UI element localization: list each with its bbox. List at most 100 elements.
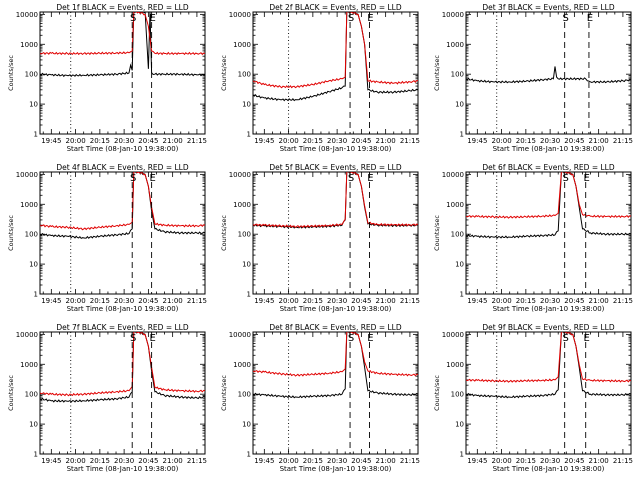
panel-det-2: Det 2f BLACK = Events, RED = LLD 1 10 100 10… [220,3,420,153]
x-tick-label: 20:30 [114,297,134,305]
y-tick-label: 1 [247,131,251,139]
panel-det-6: Det 6f BLACK = Events, RED = LLD 1 10 100 10… [433,163,633,313]
y-tick-label: 10000 [442,11,464,19]
x-tick-label: 20:15 [90,137,110,145]
panel-title: Det 2f BLACK = Events, RED = LLD [269,3,402,12]
panel-title: Det 1f BLACK = Events, RED = LLD [56,3,189,12]
x-axis-label: Start Time (08-Jan-10 19:38:00) [280,465,392,473]
x-tick-label: 20:00 [65,457,85,465]
x-tick-label: 20:45 [564,297,584,305]
x-tick-label: 21:15 [400,297,420,305]
x-tick-label: 20:00 [491,457,511,465]
marker-label: E [587,13,593,24]
y-tick-label: 10 [29,101,38,109]
marker-label: E [584,333,590,344]
lld-series-line [253,332,418,377]
x-tick-label: 21:00 [163,137,183,145]
x-tick-label: 20:15 [303,297,323,305]
x-tick-label: 20:15 [516,457,536,465]
x-tick-label: 21:00 [163,457,183,465]
x-tick-label: 21:00 [589,297,609,305]
x-tick-label: 20:15 [516,297,536,305]
panel-det-1: Det 1f BLACK = Events, RED = LLD 1 10 100 10… [7,3,207,153]
marker-label: S [562,13,568,24]
x-tick-label: 20:00 [491,297,511,305]
x-tick-label: 20:00 [278,137,298,145]
y-tick-label: 1 [460,291,464,299]
y-tick-label: 10 [29,261,38,269]
plot-frame [252,11,419,135]
panel-title: Det 9f BLACK = Events, RED = LLD [482,323,615,332]
x-tick-label: 20:30 [327,297,347,305]
x-tick-label: 21:15 [400,457,420,465]
y-tick-label: 1000 [20,361,38,369]
y-tick-label: 10 [455,101,464,109]
y-axis-label: Counts/sec [433,215,441,251]
marker-label: S [130,173,136,184]
y-axis-label: Counts/sec [220,375,228,411]
x-tick-label: 20:00 [278,297,298,305]
lld-series-line [466,332,631,383]
plot-frame [39,331,206,455]
panel-title: Det 7f BLACK = Events, RED = LLD [56,323,189,332]
y-tick-label: 100 [451,71,464,79]
marker-label: E [149,333,155,344]
events-series-line [466,332,631,399]
x-axis-label: Start Time (08-Jan-10 19:38:00) [493,465,605,473]
plot-frame [465,331,632,455]
plot-frame [465,11,632,135]
x-tick-label: 21:15 [613,137,633,145]
marker-label: E [149,13,155,24]
x-tick-label: 20:30 [327,137,347,145]
y-tick-label: 10000 [442,331,464,339]
x-tick-label: 21:15 [187,457,207,465]
events-series-line [40,12,205,78]
panel-title: Det 4f BLACK = Events, RED = LLD [56,163,189,172]
y-tick-label: 10 [29,421,38,429]
marker-label: E [367,333,373,344]
x-tick-label: 20:30 [540,297,560,305]
y-tick-label: 10000 [229,171,251,179]
x-tick-label: 21:15 [613,297,633,305]
plot-frame [39,171,206,295]
y-tick-label: 100 [451,391,464,399]
x-tick-label: 20:00 [491,137,511,145]
plot-frame [39,11,206,135]
x-axis-label: Start Time (08-Jan-10 19:38:00) [280,145,392,153]
y-tick-label: 10 [242,421,251,429]
y-tick-label: 1 [247,451,251,459]
marker-label: S [348,13,354,24]
y-tick-label: 10000 [16,11,38,19]
x-axis-label: Start Time (08-Jan-10 19:38:00) [280,305,392,313]
x-tick-label: 20:45 [564,137,584,145]
marker-label: S [130,13,136,24]
y-tick-label: 1 [460,131,464,139]
marker-label: E [149,173,155,184]
y-tick-label: 100 [238,391,251,399]
x-tick-label: 20:30 [540,457,560,465]
x-tick-label: 20:30 [540,137,560,145]
plot-frame [252,331,419,455]
x-tick-label: 20:30 [114,457,134,465]
lld-series-line [466,172,631,219]
panel-title: Det 5f BLACK = Events, RED = LLD [269,163,402,172]
y-tick-label: 100 [25,391,38,399]
lld-series-line [40,172,205,231]
panel-det-8: Det 8f BLACK = Events, RED = LLD 1 10 100 10… [220,323,420,473]
y-tick-label: 1 [34,131,38,139]
y-tick-label: 10000 [16,171,38,179]
x-tick-label: 20:45 [351,137,371,145]
x-tick-label: 20:15 [90,457,110,465]
x-tick-label: 19:45 [467,297,487,305]
x-tick-label: 20:45 [351,457,371,465]
x-tick-label: 19:45 [467,137,487,145]
events-series-line [40,332,205,403]
x-tick-label: 19:45 [467,457,487,465]
y-tick-label: 1000 [446,201,464,209]
y-tick-label: 1 [34,451,38,459]
events-series-line [253,172,418,229]
panel-title: Det 3f BLACK = Events, RED = LLD [482,3,615,12]
y-tick-label: 1000 [233,41,251,49]
x-tick-label: 21:00 [376,297,396,305]
